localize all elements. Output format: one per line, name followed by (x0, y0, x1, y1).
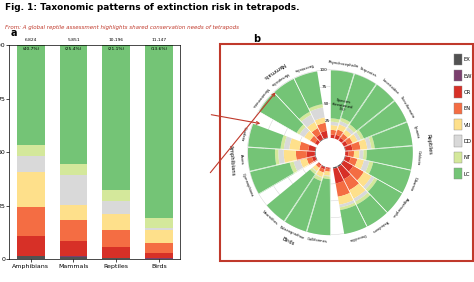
Bar (102, 190, 130, 201)
Text: Anura: Anura (239, 154, 244, 165)
Text: Dibamia: Dibamia (409, 176, 418, 192)
Bar (145, 218, 173, 228)
Text: 11,147: 11,147 (151, 38, 166, 42)
Text: 5,851: 5,851 (67, 38, 80, 42)
Bar (60, 257, 87, 259)
Bar (17, 256, 45, 259)
Text: EN: EN (464, 106, 471, 111)
Text: 25: 25 (325, 119, 330, 123)
Bar (60, 256, 87, 257)
Text: Rhynchocephalia: Rhynchocephalia (328, 60, 359, 69)
Text: Gymnophiona: Gymnophiona (241, 173, 254, 198)
Text: 100: 100 (319, 68, 327, 72)
Text: Scinciformata: Scinciformata (399, 96, 415, 119)
Text: Fig. 1: Taxonomic patterns of extinction risk in tetrapods.: Fig. 1: Taxonomic patterns of extinction… (5, 3, 299, 12)
Text: Neornithes: Neornithes (262, 210, 279, 226)
Text: EW: EW (464, 74, 472, 79)
Bar (102, 258, 130, 259)
Text: From: A global reptile assessment highlights shared conservation needs of tetrap: From: A global reptile assessment highli… (5, 25, 239, 30)
Bar (102, 247, 130, 258)
Bar (60, 175, 87, 205)
Text: VU: VU (464, 123, 471, 128)
Bar (102, 230, 130, 247)
Bar (102, 214, 130, 230)
Text: Testudines: Testudines (372, 218, 390, 232)
Text: Marsupialia: Marsupialia (270, 71, 289, 87)
Text: (21.1%): (21.1%) (108, 47, 125, 51)
Bar (17, 207, 45, 236)
Text: Monotremata: Monotremata (251, 86, 269, 108)
Bar (60, 241, 87, 256)
Bar (17, 172, 45, 207)
Text: Placentalia: Placentalia (293, 63, 313, 72)
Bar (145, 228, 173, 230)
Text: 50: 50 (323, 102, 328, 106)
Bar (102, 201, 130, 214)
Text: NT: NT (464, 155, 471, 160)
Bar (60, 220, 87, 241)
Text: Caudata: Caudata (239, 125, 246, 141)
Text: Palaeognathae: Palaeognathae (279, 225, 305, 241)
Text: Lacertoidea: Lacertoidea (381, 78, 400, 96)
Bar (60, 45, 87, 164)
Text: Iguania: Iguania (413, 125, 420, 139)
Text: Galliformes: Galliformes (307, 237, 328, 244)
Bar (145, 45, 173, 218)
Bar (17, 145, 45, 156)
Text: LC: LC (464, 172, 470, 177)
Text: a: a (10, 28, 17, 38)
Bar (60, 205, 87, 220)
Text: (40.7%): (40.7%) (22, 47, 39, 51)
Bar (60, 164, 87, 175)
Bar (17, 156, 45, 172)
Bar (17, 45, 45, 145)
Bar (145, 243, 173, 253)
Text: 10,196: 10,196 (109, 38, 124, 42)
Text: Anguimorpha: Anguimorpha (391, 196, 409, 218)
Text: (13.6%): (13.6%) (150, 47, 167, 51)
Text: Amphibians: Amphibians (228, 145, 235, 176)
Bar (17, 236, 45, 255)
Text: Gekkota: Gekkota (416, 150, 421, 166)
Text: (25.4%): (25.4%) (65, 47, 82, 51)
Text: b: b (254, 34, 261, 44)
Text: Species
threatened
(%): Species threatened (%) (331, 97, 355, 114)
Text: Serpentes: Serpentes (359, 66, 378, 78)
Text: Crocodilia: Crocodilia (348, 232, 366, 242)
Text: 6,824: 6,824 (25, 38, 37, 42)
Bar (17, 255, 45, 256)
Bar (145, 253, 173, 259)
Text: Mammals: Mammals (262, 61, 286, 80)
Bar (102, 45, 130, 190)
Bar (145, 230, 173, 243)
Text: 75: 75 (322, 85, 327, 89)
Text: Reptiles: Reptiles (425, 133, 432, 155)
Text: CR: CR (464, 90, 471, 95)
Text: Birds: Birds (281, 237, 295, 247)
Text: DD: DD (464, 139, 472, 144)
Text: EX: EX (464, 57, 471, 62)
